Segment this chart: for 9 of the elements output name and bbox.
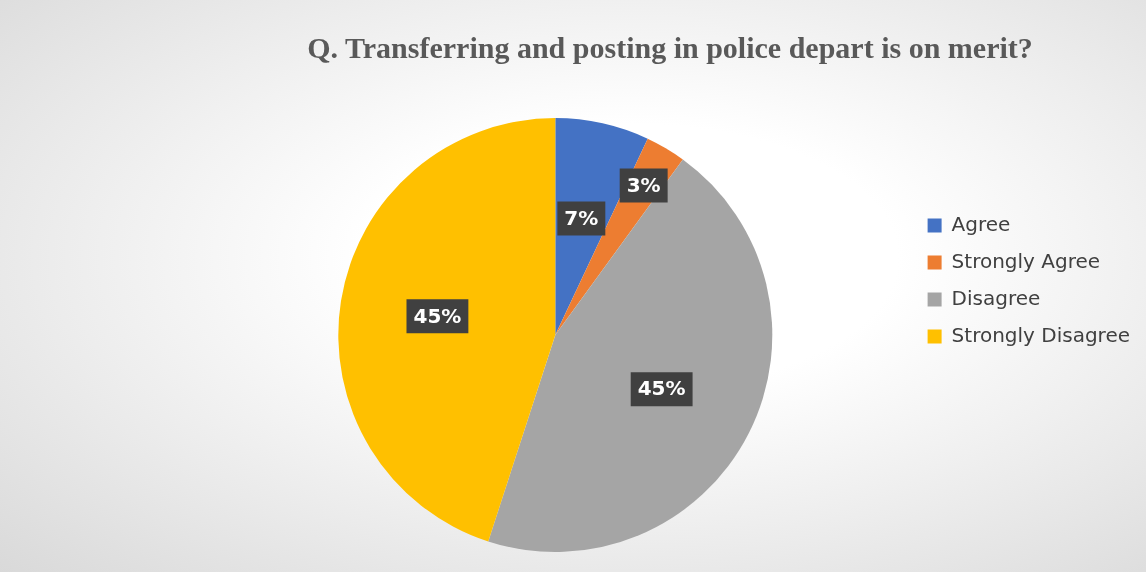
data-label: 45% (413, 303, 462, 328)
legend-label: Strongly Agree (951, 248, 1101, 273)
data-label: 7% (564, 205, 599, 230)
legend-label: Strongly Disagree (951, 322, 1131, 347)
data-label: 45% (637, 376, 686, 401)
data-label: 3% (626, 172, 661, 197)
legend-label: Agree (951, 211, 1011, 236)
legend-label: Disagree (951, 285, 1041, 310)
chart-title: Q. Transferring and posting in police depart is on merit? (307, 30, 1033, 64)
